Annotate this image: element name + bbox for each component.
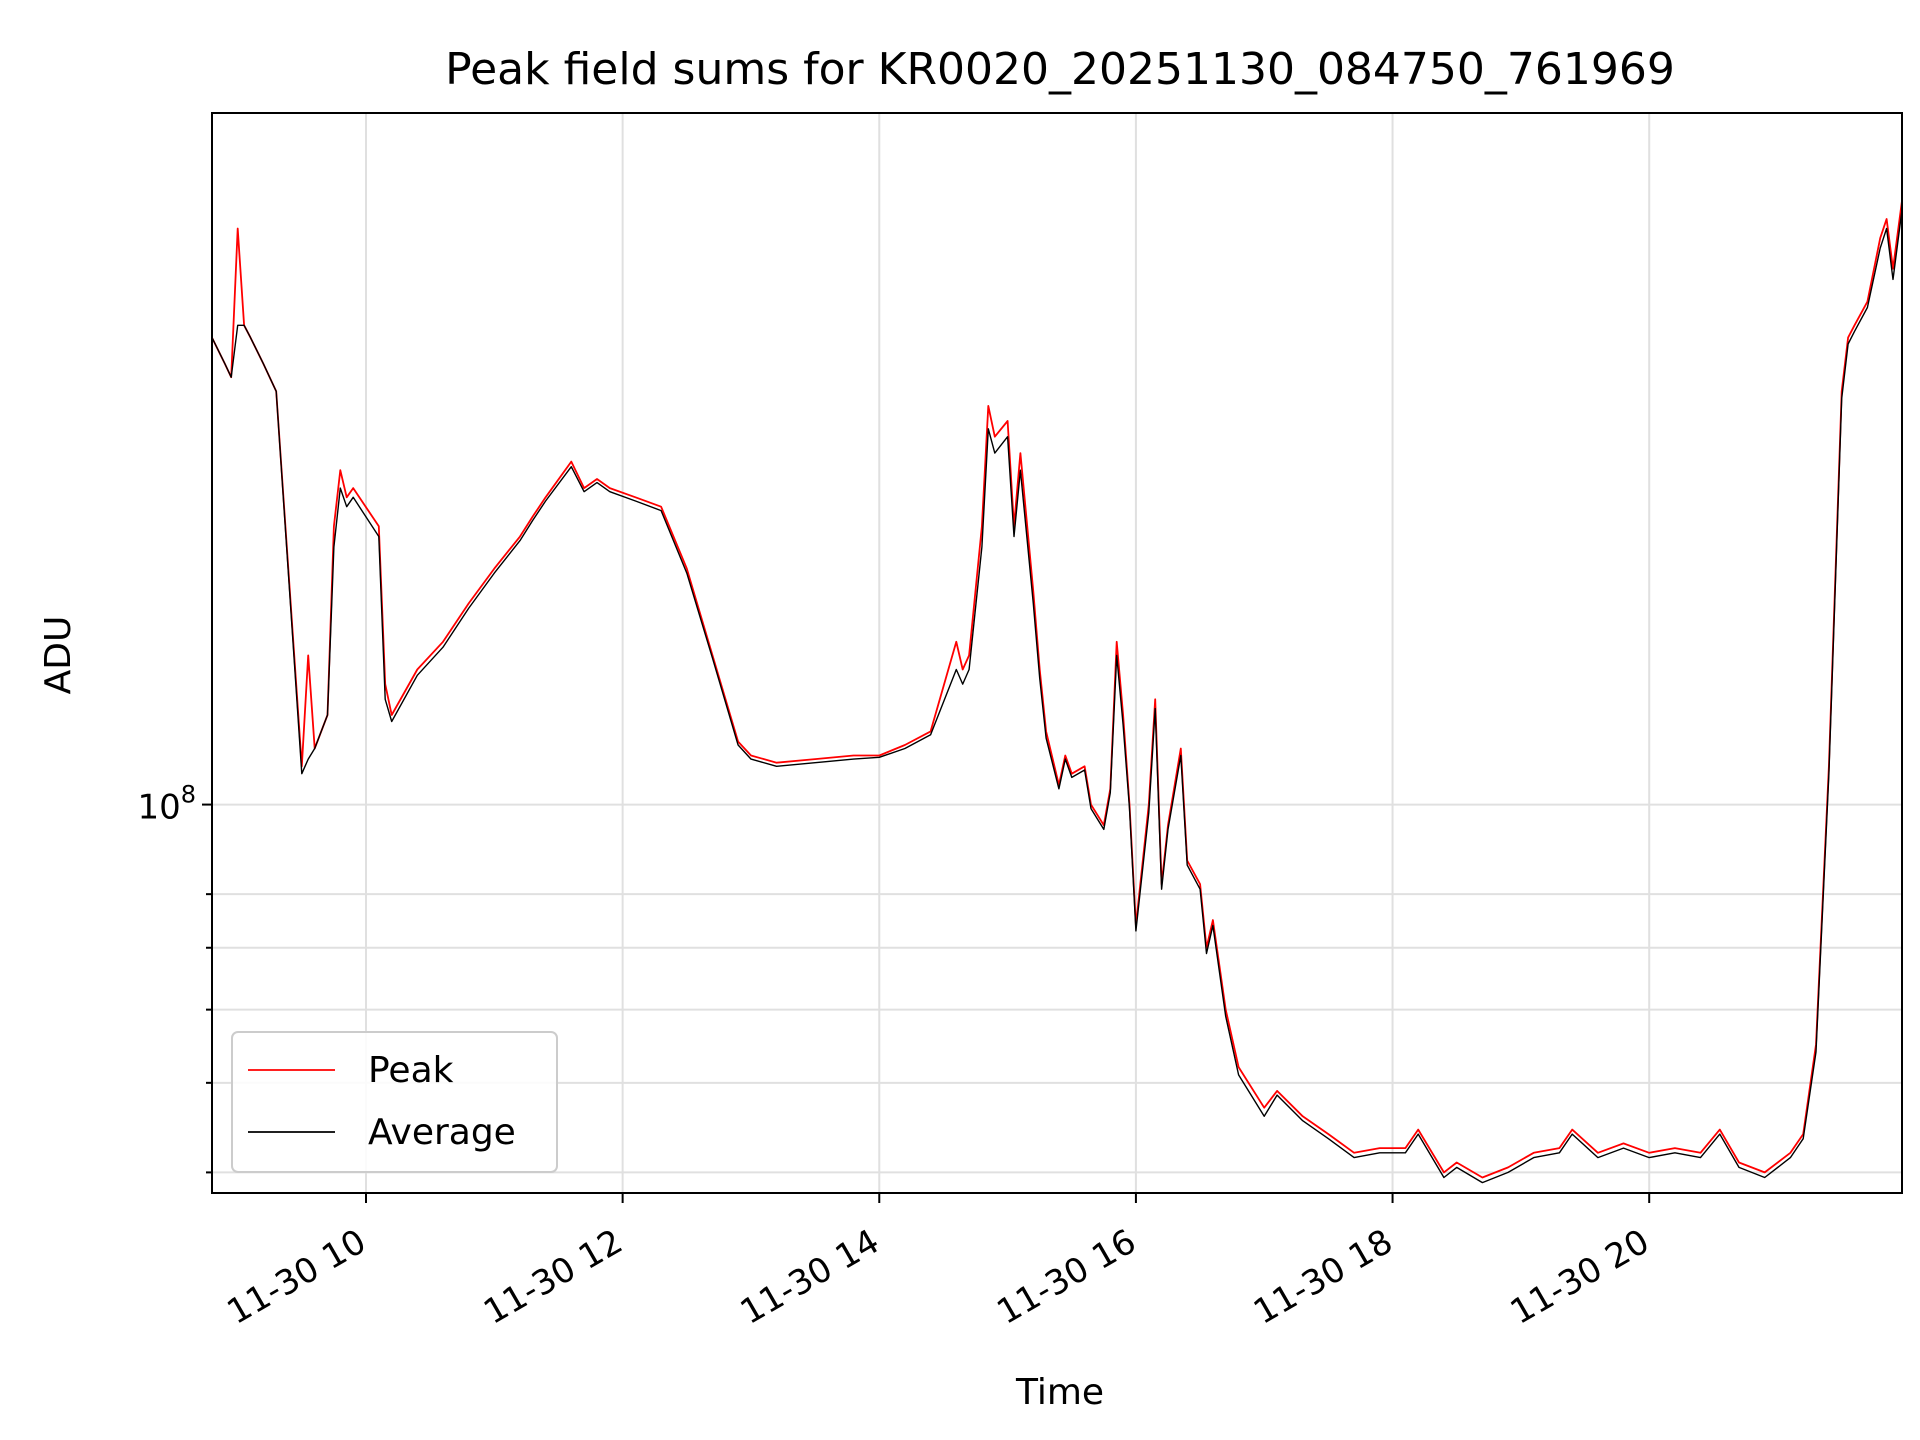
y-tick-label: 108 (137, 781, 196, 828)
series-line-average (211, 209, 1903, 1184)
x-axis-label: Time (1015, 1372, 1104, 1413)
y-axis-label: ADU (38, 616, 79, 695)
series-line-peak (211, 200, 1903, 1179)
x-tick-label: 11-30 14 (734, 1222, 886, 1333)
legend-label-average: Average (368, 1112, 516, 1153)
x-tick-label: 11-30 18 (1247, 1222, 1399, 1333)
series-layer (211, 200, 1903, 1184)
legend-label-peak: Peak (368, 1050, 454, 1091)
plot-frame (211, 112, 1903, 1194)
grid-layer (212, 113, 1902, 1193)
x-tick-label: 11-30 10 (220, 1222, 372, 1333)
x-tick-label: 11-30 20 (1504, 1222, 1656, 1333)
legend: Peak Average (231, 1031, 558, 1173)
x-tick-label: 11-30 16 (990, 1222, 1142, 1333)
chart-title: Peak field sums for KR0020_20251130_0847… (445, 44, 1675, 95)
x-tick-label: 11-30 12 (477, 1222, 629, 1333)
legend-box (231, 1031, 558, 1173)
